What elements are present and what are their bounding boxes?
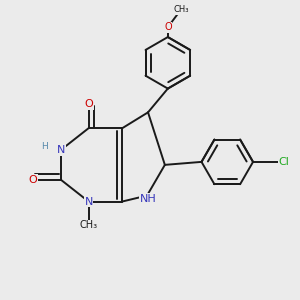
Text: CH₃: CH₃ bbox=[80, 220, 98, 230]
Text: O: O bbox=[84, 99, 93, 110]
Text: CH₃: CH₃ bbox=[173, 5, 189, 14]
Text: O: O bbox=[164, 22, 172, 32]
Text: N: N bbox=[57, 145, 65, 155]
Text: O: O bbox=[29, 175, 38, 185]
Text: H: H bbox=[41, 142, 48, 151]
Text: NH: NH bbox=[140, 194, 157, 204]
Text: Cl: Cl bbox=[279, 157, 289, 167]
Text: N: N bbox=[84, 196, 93, 206]
